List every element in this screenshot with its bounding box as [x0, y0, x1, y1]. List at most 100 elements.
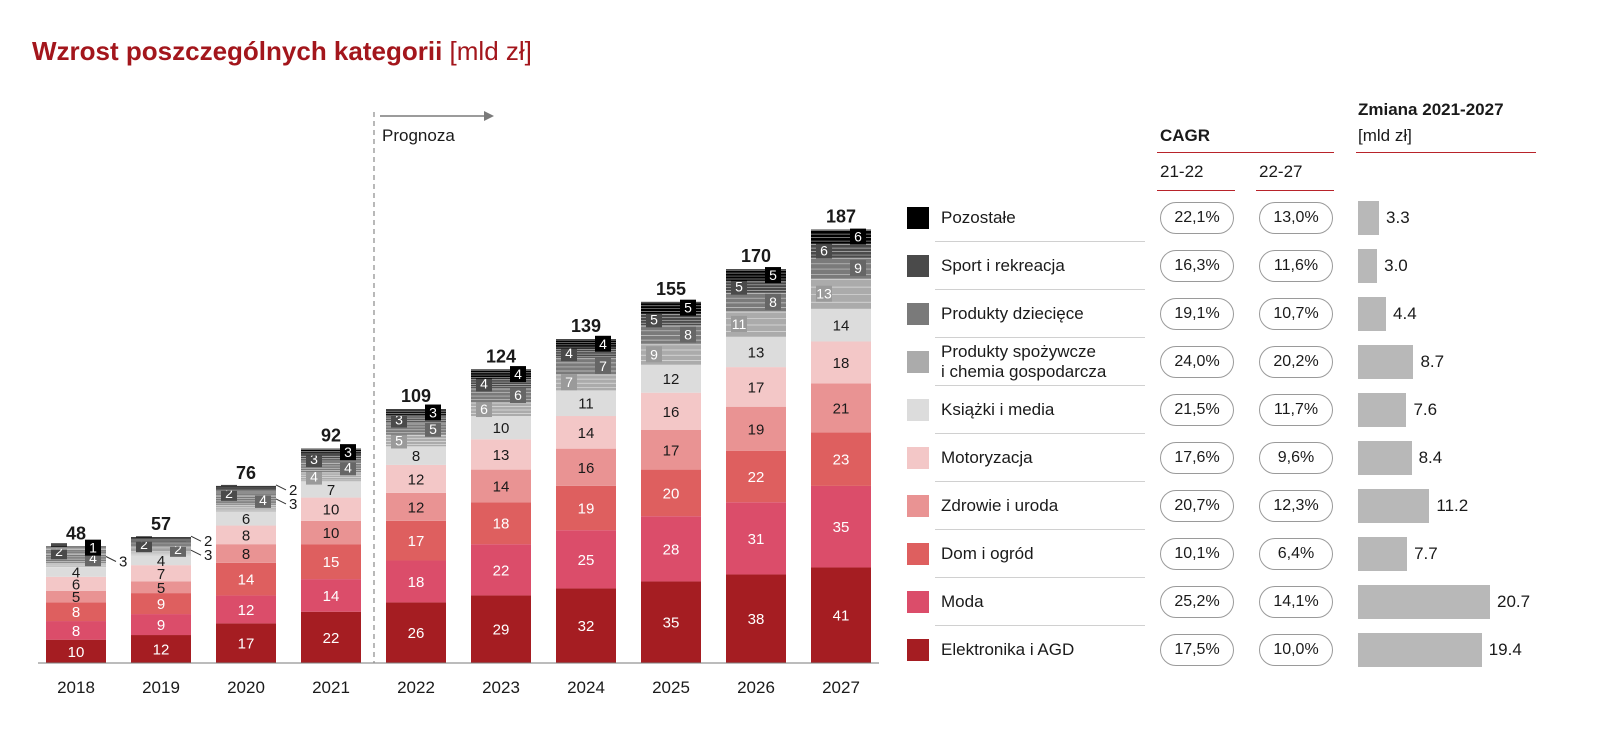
bar-segment	[811, 341, 871, 384]
segment-label: 16	[663, 404, 680, 421]
segment-label: 2	[140, 536, 148, 552]
segment-label-box	[731, 315, 747, 332]
bar-segment	[471, 378, 531, 389]
bar-total-label: 139	[571, 316, 601, 336]
segment-label: 38	[748, 611, 765, 628]
segment-label: 4	[157, 553, 165, 570]
change-bar	[1358, 297, 1387, 331]
bar-segment	[301, 579, 361, 612]
x-tick-label: 2018	[57, 678, 95, 697]
bar-total-label: 109	[401, 386, 431, 406]
segment-label-box	[510, 366, 526, 383]
segment-label-box	[340, 444, 356, 461]
legend-item: Motoryzacja	[905, 434, 1145, 482]
chart-title: Wzrost poszczególnych kategorii [mld zł]	[32, 36, 532, 67]
segment-label-box	[850, 228, 866, 245]
segment-label: 9	[650, 346, 658, 362]
bar-segment	[386, 434, 446, 447]
segment-label-box	[425, 404, 441, 421]
bar-segment	[216, 495, 276, 505]
cagr-22-27-value: 11,7%	[1259, 394, 1333, 426]
bar-segment	[556, 390, 616, 417]
bar-stack: 35 28 20 17 16 12 9 8 5 5	[641, 299, 701, 663]
legend-swatch	[907, 639, 929, 661]
cagr-21-22-value: 17,5%	[1160, 634, 1234, 666]
bar-segment	[641, 430, 701, 470]
bar-segment	[641, 581, 701, 663]
x-tick-label: 2023	[482, 678, 520, 697]
segment-label: 8	[684, 326, 692, 342]
segment-label: 18	[833, 355, 850, 372]
segment-label: 4	[344, 459, 352, 475]
segment-label: 3	[310, 451, 318, 467]
segment-label: 5	[769, 267, 777, 283]
bar-segment	[131, 565, 191, 582]
segment-label: 4	[89, 550, 97, 566]
legend-swatch	[907, 495, 929, 517]
cagr-21-22-value: 22,1%	[1160, 202, 1234, 234]
cagr-header: CAGR	[1160, 126, 1211, 145]
segment-label: 9	[854, 260, 862, 276]
x-tick-label: 2025	[652, 678, 690, 697]
legend-label: Sport i rekreacja	[941, 256, 1065, 275]
bar-segment	[216, 525, 276, 545]
bar-segment	[301, 544, 361, 580]
segment-label: 12	[238, 602, 255, 619]
cagr-21-22-value: 19,1%	[1160, 298, 1234, 330]
legend-label: Pozostałe	[941, 208, 1016, 227]
bar-segment	[641, 469, 701, 517]
cagr-22-27-value: 12,3%	[1259, 490, 1333, 522]
legend-swatch	[907, 255, 929, 277]
segment-label: 4	[480, 375, 488, 391]
segment-label: 7	[157, 566, 165, 583]
change-bar	[1358, 393, 1407, 427]
segment-label-box	[850, 260, 866, 277]
bar-segment	[216, 544, 276, 563]
bar-total-label: 170	[741, 246, 771, 266]
segment-label: 10	[323, 502, 340, 519]
bar-segment	[386, 602, 446, 663]
bar-segment	[641, 301, 701, 314]
bar-total-label: 124	[486, 346, 516, 366]
segment-label-box	[680, 326, 696, 343]
legend-item: Moda	[905, 578, 1145, 626]
cagr-21-22-value: 17,6%	[1160, 442, 1234, 474]
change-header-unit: [mld zł]	[1358, 126, 1412, 145]
bar-segment	[386, 409, 446, 417]
segment-label: 14	[493, 478, 510, 495]
bar-segment	[216, 595, 276, 624]
segment-label: 41	[833, 608, 850, 625]
cagr-22-27-value: 10,7%	[1259, 298, 1333, 330]
segment-label: 35	[663, 615, 680, 632]
segment-label: 17	[238, 636, 255, 653]
segment-label: 17	[748, 379, 765, 396]
legend-swatch	[907, 303, 929, 325]
segment-label: 10	[323, 525, 340, 542]
bar-segment	[471, 595, 531, 663]
cagr-21-22-value: 25,2%	[1160, 586, 1234, 618]
bar-segment	[216, 504, 276, 512]
bar-segment	[46, 590, 106, 603]
legend-item: Produkty dziecięce	[905, 290, 1145, 338]
bar-segment	[556, 530, 616, 589]
change-value: 4.4	[1393, 304, 1417, 323]
segment-label: 6	[72, 576, 80, 593]
segment-label: 10	[68, 644, 85, 661]
segment-label: 19	[578, 501, 595, 518]
segment-label-box	[561, 345, 577, 362]
segment-label-box	[306, 468, 322, 485]
segment-label: 14	[323, 588, 340, 605]
bar-segment	[471, 502, 531, 545]
segment-label: 16	[578, 460, 595, 477]
bar-total-label: 155	[656, 279, 686, 299]
segment-label-box	[561, 374, 577, 391]
bar-segment	[131, 593, 191, 615]
legend-label: Zdrowie i uroda	[941, 496, 1059, 515]
segment-label: 12	[153, 642, 170, 659]
bar-segment	[301, 497, 361, 521]
bar-segment	[301, 611, 361, 663]
segment-label: 2	[174, 541, 182, 557]
segment-label: 2	[55, 543, 63, 559]
